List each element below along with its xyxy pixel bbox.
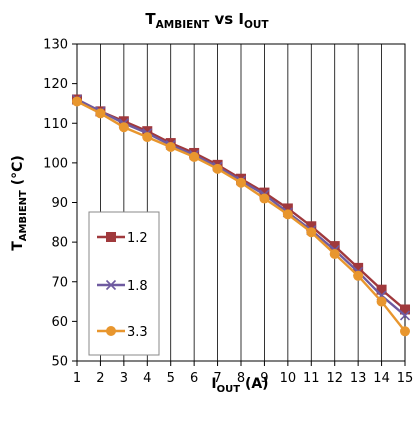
- y-tick-label: 50: [51, 355, 68, 370]
- data-point: [329, 249, 340, 260]
- y-axis-label-rest: (°C): [10, 155, 26, 190]
- legend: 1.2 1.8 3.3: [88, 211, 160, 356]
- y-axis-label: TAMBIENT (°C): [10, 155, 29, 251]
- x-tick-label: 4: [143, 371, 151, 386]
- legend-item: 3.3: [97, 325, 148, 340]
- legend-label: 1.8: [127, 279, 148, 294]
- series-layer: [71, 94, 411, 337]
- series-3-3: [72, 96, 410, 337]
- legend-item: 1.2: [97, 231, 148, 246]
- y-tick-label: 130: [43, 38, 68, 53]
- x-tick-label: 12: [326, 371, 343, 386]
- chart-title-mid: vs I: [209, 10, 244, 28]
- x-tick-label: 5: [167, 371, 175, 386]
- data-point: [353, 270, 364, 281]
- legend-label: 3.3: [127, 325, 148, 340]
- legend-label: 1.2: [127, 231, 148, 246]
- x-tick-label: 15: [397, 371, 414, 386]
- y-axis-label-main: T: [10, 241, 26, 251]
- chart-title-sub2: OUT: [244, 19, 269, 31]
- x-tick-label: 10: [280, 371, 297, 386]
- data-point: [142, 132, 153, 143]
- legend-box: [88, 211, 160, 356]
- x-tick-label: 11: [303, 371, 320, 386]
- y-tick-label: 120: [43, 77, 68, 92]
- data-point: [118, 122, 129, 133]
- data-point: [282, 209, 293, 220]
- data-point: [189, 151, 200, 162]
- x-tick-label: 1: [73, 371, 81, 386]
- x-tick-label: 3: [120, 371, 128, 386]
- legend-marker: [105, 279, 117, 291]
- chart-title-sub1: AMBIENT: [156, 19, 210, 31]
- data-point: [399, 310, 411, 321]
- x-axis-label-rest: (A): [240, 376, 269, 392]
- y-tick-label: 110: [43, 117, 68, 132]
- legend-marker: [106, 326, 116, 336]
- data-point: [376, 296, 387, 307]
- x-tick-label: 9: [260, 371, 268, 386]
- chart-title: TAMBIENT vs IOUT: [145, 10, 269, 31]
- y-tick-label: 70: [51, 275, 68, 290]
- y-tick-label: 80: [51, 236, 68, 251]
- data-point: [72, 96, 82, 107]
- y-tick-label: 90: [51, 196, 68, 211]
- data-point: [400, 326, 410, 337]
- x-axis-label-sub: OUT: [217, 384, 241, 395]
- x-tick-label: 2: [96, 371, 104, 386]
- x-axis-label-main: I: [211, 376, 216, 392]
- x-tick-label: 14: [373, 371, 390, 386]
- y-tick-label: 60: [51, 315, 68, 330]
- chart-title-main: T: [145, 10, 156, 28]
- data-point: [165, 142, 176, 153]
- x-tick-label: 13: [350, 371, 367, 386]
- x-axis-ticks: 1 2 3 4 5 6 7 8 9 10 11 12 13 14 15: [73, 361, 413, 386]
- legend-marker: [106, 232, 116, 242]
- y-axis-ticks: 50 60 70 80 90 100 110 120 130: [43, 38, 77, 370]
- data-point: [95, 108, 106, 119]
- x-axis-label: IOUT (A): [211, 376, 268, 395]
- data-point: [259, 193, 270, 204]
- data-point: [236, 177, 246, 188]
- y-tick-label: 100: [43, 156, 68, 171]
- data-point: [306, 227, 317, 238]
- x-tick-label: 8: [237, 371, 245, 386]
- legend-item: 1.8: [97, 279, 148, 294]
- data-point: [212, 163, 223, 174]
- y-axis-label-sub: AMBIENT: [18, 190, 29, 241]
- x-tick-label: 6: [190, 371, 198, 386]
- x-tick-label: 7: [213, 371, 221, 386]
